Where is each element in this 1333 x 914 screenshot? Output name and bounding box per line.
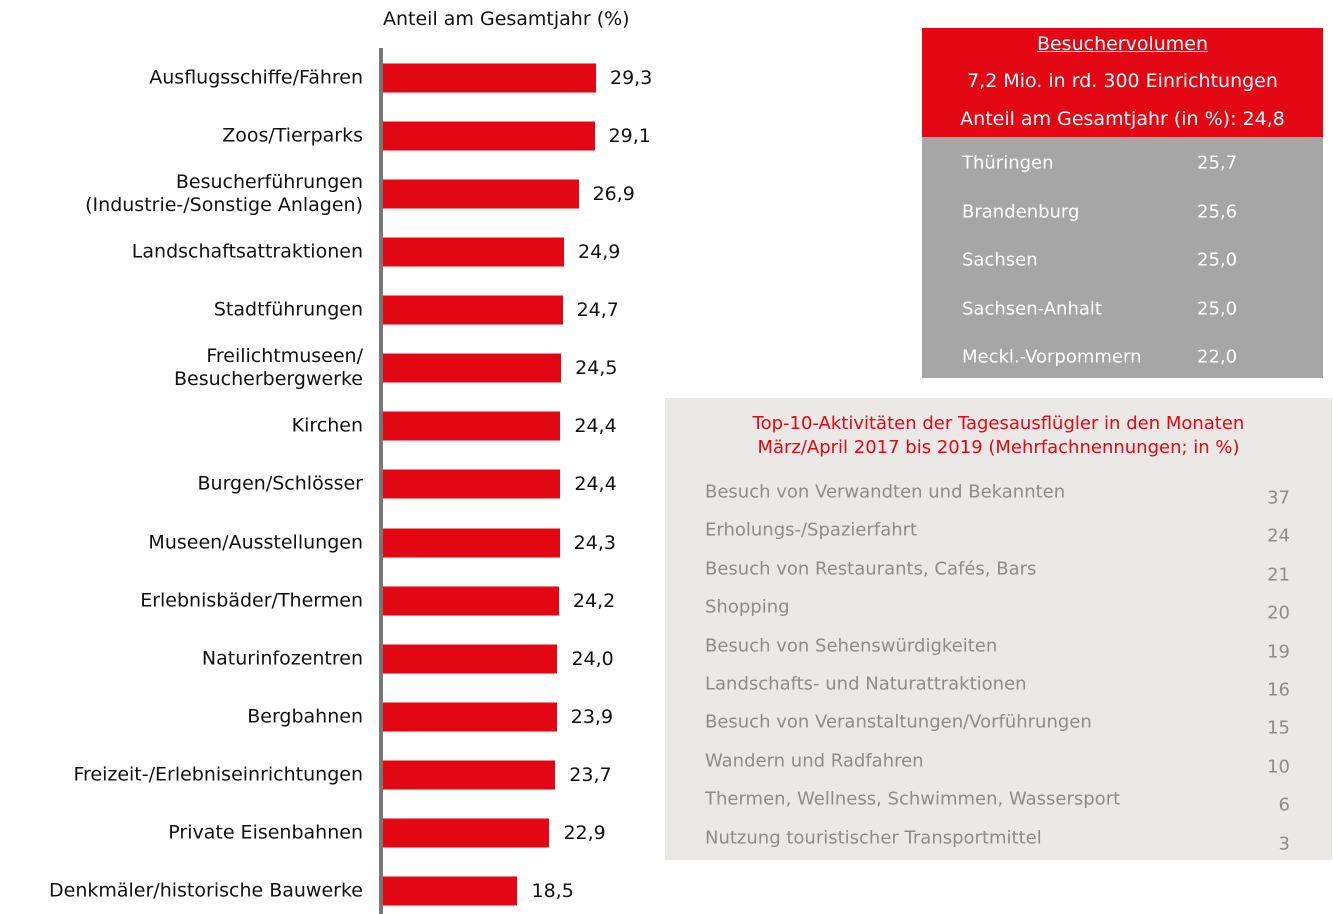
activity-value: 21: [1267, 564, 1290, 586]
state-value: 22,0: [1197, 346, 1238, 368]
state-name: Meckl.-Vorpommern: [962, 346, 1142, 368]
volume-line: 7,2 Mio. in rd. 300 Einrichtungen: [967, 70, 1278, 92]
volume-header: Besuchervolumen 7,2 Mio. in rd. 300 Einr…: [922, 28, 1323, 137]
activity-value: 16: [1267, 679, 1290, 701]
category-label: Naturinfozentren: [201, 647, 363, 670]
data-label: 24,4: [574, 473, 617, 496]
data-label: 22,9: [563, 821, 606, 844]
state-value: 25,0: [1197, 249, 1238, 271]
bar: [383, 469, 561, 499]
activity-name: Besuch von Restaurants, Cafés, Bars: [705, 558, 1037, 580]
bar: [383, 353, 562, 383]
activity-value: 19: [1267, 641, 1290, 663]
activity-value: 20: [1267, 602, 1290, 624]
category-label: Denkmäler/historische Bauwerke: [49, 879, 363, 902]
data-label: 29,1: [608, 125, 651, 148]
activity-value: 37: [1267, 487, 1290, 509]
category-label: Besucherführungen (Industrie-/Sonstige A…: [85, 171, 363, 217]
bar: [383, 411, 561, 441]
activity-name: Besuch von Verwandten und Bekannten: [705, 481, 1066, 503]
activity-name: Wandern und Radfahren: [705, 750, 924, 772]
activity-name: Besuch von Veranstaltungen/Vorführungen: [705, 711, 1092, 733]
bar: [383, 760, 556, 790]
bar: [383, 179, 579, 209]
data-label: 24,4: [574, 415, 617, 438]
category-label: Erlebnisbäder/Thermen: [140, 589, 363, 612]
activities-panel: Top-10-Aktivitäten der Tagesausflügler i…: [665, 398, 1332, 860]
state-name: Sachsen-Anhalt: [962, 298, 1102, 319]
activity-name: Besuch von Sehenswürdigkeiten: [705, 635, 998, 657]
data-label: 29,3: [610, 67, 653, 89]
data-label: 18,5: [531, 879, 574, 902]
category-label: Ausflugsschiffe/Fähren: [149, 66, 363, 89]
bar: [383, 528, 560, 558]
data-label: 24,0: [571, 647, 614, 670]
activities-title: Top-10-Aktivitäten der Tagesausflügler i…: [752, 413, 1245, 458]
state-value: 25,6: [1197, 201, 1238, 222]
data-label: 26,9: [592, 183, 635, 206]
data-label: 23,7: [569, 763, 612, 786]
bar: [383, 295, 563, 325]
category-label: Freilichtmuseen/ Besucherbergwerke: [174, 345, 363, 391]
category-label: Museen/Ausstellungen: [148, 531, 363, 554]
data-label: 24,5: [575, 357, 618, 380]
bar: [383, 702, 557, 732]
bar: [383, 121, 595, 151]
activity-name: Nutzung touristischer Transportmittel: [705, 827, 1042, 849]
state-value: 25,0: [1197, 298, 1238, 319]
category-label: Landschaftsattraktionen: [131, 240, 363, 263]
data-label: 24,7: [576, 299, 619, 322]
category-label: Bergbahnen: [247, 705, 363, 728]
data-label: 23,9: [570, 705, 614, 728]
bar: [383, 644, 558, 674]
data-label: 24,9: [578, 241, 621, 264]
activity-value: 24: [1267, 525, 1290, 547]
volume-heading: Besuchervolumen: [1036, 33, 1209, 55]
activity-name: Shopping: [705, 596, 790, 618]
activity-value: 3: [1278, 833, 1290, 855]
data-label: 24,2: [572, 589, 616, 612]
bar: [383, 237, 565, 267]
state-name: Thüringen: [962, 152, 1054, 174]
activity-name: Thermen, Wellness, Schwimmen, Wasserspor…: [705, 788, 1121, 810]
state-table: Thüringen 25,7 Brandenburg 25,6 Sachsen 25,0 S…: [922, 137, 1323, 378]
category-label: Freizeit-/Erlebniseinrichtungen: [73, 763, 363, 786]
activity-value: 6: [1278, 794, 1290, 816]
state-name: Sachsen: [962, 249, 1038, 271]
activity-name: Landschafts- und Naturattraktionen: [705, 673, 1027, 695]
state-value: 25,7: [1197, 152, 1238, 174]
bar: [383, 818, 550, 848]
volume-line: Anteil am Gesamtjahr (in %): 24,8: [960, 108, 1285, 130]
axis-line: [379, 48, 383, 914]
category-label: Private Eisenbahnen: [168, 821, 363, 844]
activity-value: 15: [1267, 717, 1290, 739]
category-label: Stadtführungen: [213, 298, 363, 321]
category-label: Kirchen: [291, 414, 363, 437]
category-label: Zoos/Tierparks: [222, 124, 363, 147]
data-label: 24,3: [573, 531, 616, 554]
state-name: Brandenburg: [962, 201, 1080, 222]
bar: [383, 63, 596, 93]
bar: [383, 586, 559, 616]
activity-value: 10: [1267, 756, 1290, 778]
category-label: Burgen/Schlösser: [197, 472, 364, 495]
axis-title: Anteil am Gesamtjahr (%): [383, 8, 630, 30]
activity-name: Erholungs-/Spazierfahrt: [705, 519, 918, 541]
bar: [383, 876, 518, 906]
